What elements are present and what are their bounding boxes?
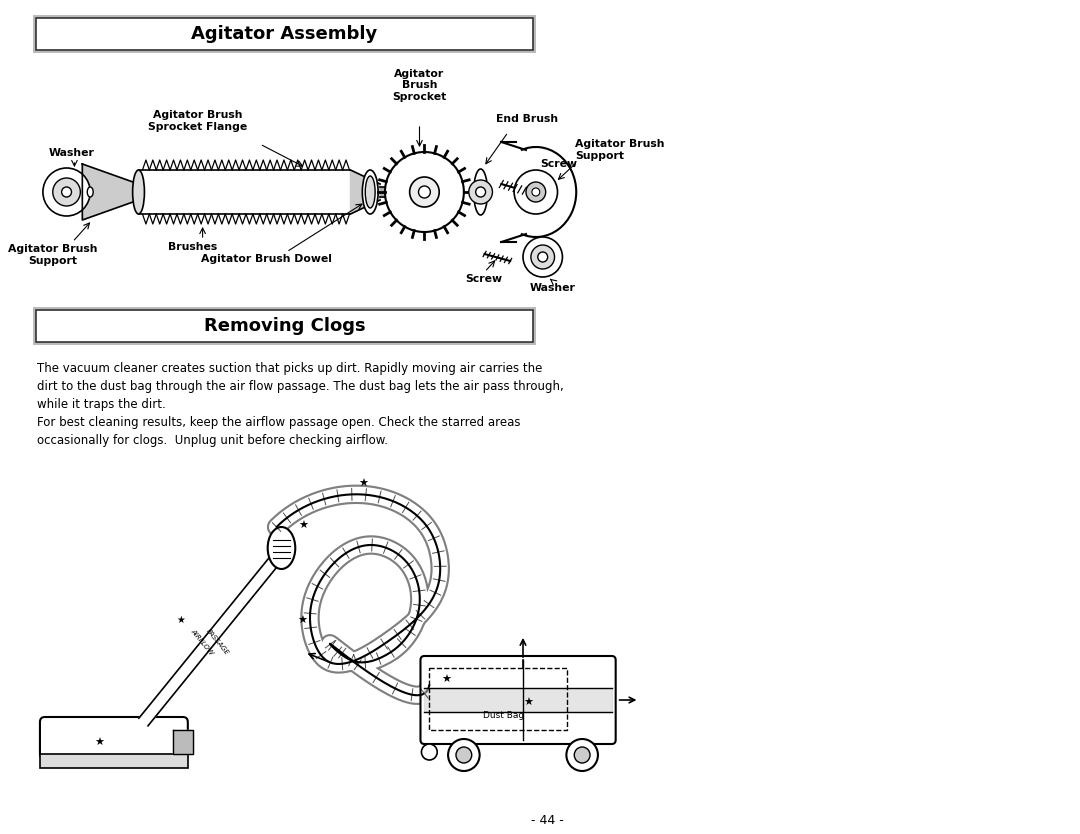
Text: Agitator Brush Dowel: Agitator Brush Dowel <box>201 254 333 264</box>
Circle shape <box>531 245 554 269</box>
Text: End Brush: End Brush <box>497 114 558 124</box>
Text: Dust Bag: Dust Bag <box>483 711 524 720</box>
Text: Agitator Brush
Sprocket Flange: Agitator Brush Sprocket Flange <box>148 110 247 132</box>
Circle shape <box>62 187 71 197</box>
Ellipse shape <box>87 187 93 197</box>
Polygon shape <box>138 170 351 214</box>
Text: ★: ★ <box>523 698 532 708</box>
Text: The vacuum cleaner creates suction that picks up dirt. Rapidly moving air carrie: The vacuum cleaner creates suction that … <box>37 362 564 411</box>
Bar <box>36 310 532 342</box>
Circle shape <box>456 747 472 763</box>
Text: ★: ★ <box>176 615 185 625</box>
Text: Screw: Screw <box>540 159 577 169</box>
Text: Removing Clogs: Removing Clogs <box>204 317 365 335</box>
Polygon shape <box>351 170 380 214</box>
Circle shape <box>448 739 480 771</box>
FancyBboxPatch shape <box>40 717 188 759</box>
Text: Agitator Brush
Support: Agitator Brush Support <box>576 139 665 161</box>
FancyBboxPatch shape <box>420 656 616 744</box>
Circle shape <box>526 182 545 202</box>
Text: Brushes: Brushes <box>168 242 217 252</box>
Ellipse shape <box>365 176 375 208</box>
Bar <box>33 307 536 345</box>
Text: ★: ★ <box>94 738 104 748</box>
Text: - 44 -: - 44 - <box>531 813 564 826</box>
Ellipse shape <box>474 169 487 215</box>
Bar <box>40 754 188 768</box>
Circle shape <box>538 252 548 262</box>
Circle shape <box>53 178 80 206</box>
Text: PASSAGE: PASSAGE <box>205 628 230 656</box>
Circle shape <box>575 747 590 763</box>
Text: ★: ★ <box>441 675 451 685</box>
Text: ★: ★ <box>298 521 308 531</box>
Circle shape <box>421 744 437 760</box>
Circle shape <box>409 177 440 207</box>
Text: AIRFLOW: AIRFLOW <box>190 628 215 656</box>
Text: Agitator Assembly: Agitator Assembly <box>191 25 378 43</box>
Ellipse shape <box>268 527 295 569</box>
Circle shape <box>475 187 486 197</box>
Ellipse shape <box>133 170 145 214</box>
Text: ★: ★ <box>297 616 307 626</box>
Circle shape <box>469 180 492 204</box>
Text: Agitator
Brush
Sprocket: Agitator Brush Sprocket <box>392 68 447 102</box>
Circle shape <box>43 168 91 216</box>
Text: Screw: Screw <box>465 274 502 284</box>
Polygon shape <box>139 554 281 726</box>
Text: ★: ★ <box>359 480 368 490</box>
Circle shape <box>384 152 463 232</box>
Circle shape <box>566 739 598 771</box>
Polygon shape <box>82 164 138 220</box>
Text: Agitator Brush
Support: Agitator Brush Support <box>8 244 97 265</box>
Circle shape <box>531 188 540 196</box>
Bar <box>33 15 536 53</box>
Circle shape <box>419 186 430 198</box>
Text: For best cleaning results, keep the airflow passage open. Check the starred area: For best cleaning results, keep the airf… <box>37 416 521 447</box>
Circle shape <box>523 237 563 277</box>
Polygon shape <box>173 730 192 754</box>
Polygon shape <box>380 187 419 197</box>
Bar <box>430 668 567 730</box>
Circle shape <box>514 170 557 214</box>
Text: Washer: Washer <box>49 148 94 158</box>
Polygon shape <box>424 688 611 712</box>
Bar <box>36 18 532 50</box>
Text: Washer: Washer <box>529 283 576 293</box>
Ellipse shape <box>362 170 378 214</box>
